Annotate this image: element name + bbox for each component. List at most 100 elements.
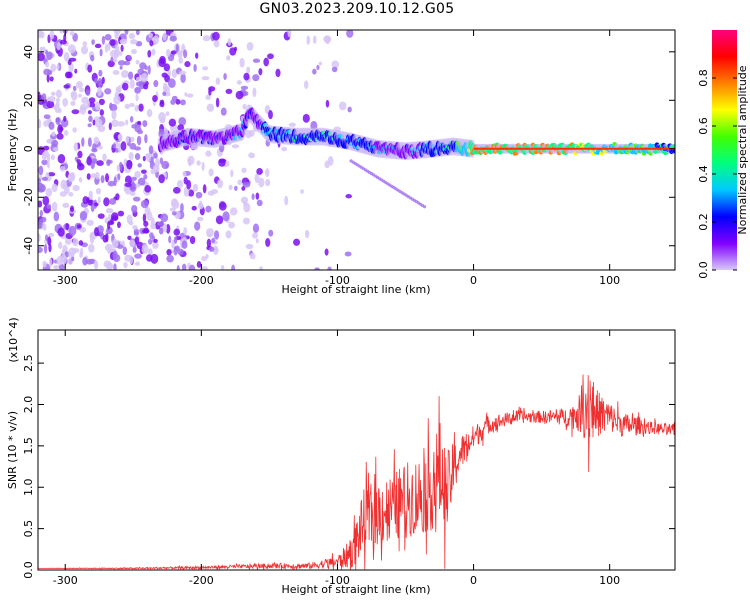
noise-speckle xyxy=(240,85,249,90)
noise-speckle xyxy=(105,173,110,183)
noise-speckle xyxy=(119,65,123,70)
noise-speckle xyxy=(50,154,55,161)
noise-speckle xyxy=(60,254,67,264)
noise-speckle xyxy=(101,76,105,85)
noise-speckle xyxy=(117,60,126,66)
noise-speckle xyxy=(188,158,192,167)
noise-speckle xyxy=(103,197,110,207)
noise-speckle xyxy=(72,85,77,91)
noise-speckle xyxy=(267,53,274,60)
noise-speckle xyxy=(98,69,103,77)
noise-speckle xyxy=(98,98,105,106)
noise-speckle xyxy=(62,202,70,208)
noise-speckle xyxy=(210,189,219,195)
noise-speckle xyxy=(104,43,109,53)
noise-speckle xyxy=(165,111,170,116)
snr-frame xyxy=(37,329,676,571)
x-tick-label: -100 xyxy=(325,274,350,287)
noise-speckle xyxy=(111,215,119,222)
noise-speckle xyxy=(183,49,188,59)
noise-speckle xyxy=(77,150,83,159)
noise-speckle xyxy=(86,258,94,265)
noise-speckle xyxy=(105,207,114,214)
y-tick-label: 2.0 xyxy=(22,396,35,414)
noise-speckle xyxy=(281,146,288,152)
noise-speckle xyxy=(68,225,77,236)
noise-speckle xyxy=(159,99,165,105)
noise-speckle xyxy=(128,152,134,160)
noise-speckle xyxy=(293,238,301,246)
colorbar-tick-label: 0.6 xyxy=(697,117,710,135)
noise-speckle xyxy=(49,76,54,82)
noise-speckle xyxy=(246,66,251,74)
noise-speckle xyxy=(213,39,220,48)
noise-speckle xyxy=(208,86,216,92)
noise-speckle xyxy=(146,108,153,118)
noise-speckle xyxy=(182,171,187,177)
noise-speckle xyxy=(162,91,167,97)
noise-speckle xyxy=(107,220,115,226)
noise-speckle xyxy=(302,113,310,123)
noise-speckle xyxy=(38,246,43,253)
noise-speckle xyxy=(171,211,177,216)
noise-speckle xyxy=(231,144,240,149)
noise-speckle xyxy=(41,151,47,161)
noise-speckle xyxy=(125,135,130,144)
noise-speckle xyxy=(102,153,107,162)
noise-speckle xyxy=(217,179,224,189)
noise-speckle xyxy=(242,181,251,188)
noise-speckle xyxy=(178,70,187,75)
noise-speckle xyxy=(162,82,168,92)
noise-speckle xyxy=(39,209,43,217)
noise-speckle xyxy=(214,230,220,240)
noise-speckle xyxy=(82,256,88,266)
noise-speckle xyxy=(58,263,65,270)
noise-speckle xyxy=(158,227,164,235)
noise-speckle xyxy=(245,129,253,139)
noise-speckle xyxy=(187,189,195,197)
noise-speckle xyxy=(129,115,134,123)
noise-speckle xyxy=(109,39,116,47)
noise-speckle xyxy=(67,44,76,54)
noise-speckle xyxy=(64,71,72,79)
noise-speckle xyxy=(73,142,79,152)
y-tick-label: 1.0 xyxy=(22,478,35,496)
noise-speckle xyxy=(202,35,211,42)
noise-speckle xyxy=(103,260,112,268)
noise-speckle xyxy=(129,102,135,108)
noise-speckle xyxy=(188,264,196,270)
noise-speckle xyxy=(132,246,137,253)
noise-speckle xyxy=(63,115,67,122)
noise-speckle xyxy=(117,221,121,229)
noise-speckle xyxy=(129,255,134,265)
noise-speckle xyxy=(46,153,51,163)
noise-speckle xyxy=(135,93,139,102)
noise-speckle xyxy=(46,51,53,61)
noise-speckle xyxy=(159,128,164,134)
noise-speckle xyxy=(113,263,117,270)
noise-speckle xyxy=(177,124,185,131)
noise-speckle xyxy=(152,35,160,45)
noise-speckle xyxy=(173,236,178,244)
noise-speckle xyxy=(287,30,292,38)
noise-speckle xyxy=(128,71,134,80)
noise-speckle xyxy=(134,86,142,94)
noise-speckle xyxy=(128,32,136,40)
noise-speckle xyxy=(181,263,187,270)
x-tick-label: -100 xyxy=(325,574,350,587)
snr-line xyxy=(38,374,675,570)
noise-speckle xyxy=(256,167,263,175)
noise-speckle xyxy=(226,55,231,61)
noise-speckle xyxy=(172,186,181,194)
noise-speckle xyxy=(107,60,115,68)
noise-speckle xyxy=(178,57,184,64)
noise-speckle xyxy=(230,169,234,178)
noise-speckle xyxy=(86,219,94,226)
noise-speckle xyxy=(57,227,65,237)
noise-speckle xyxy=(346,30,354,38)
noise-speckle xyxy=(59,165,66,172)
noise-speckle xyxy=(69,31,75,36)
noise-speckle xyxy=(72,127,77,133)
noise-speckle xyxy=(223,72,227,80)
